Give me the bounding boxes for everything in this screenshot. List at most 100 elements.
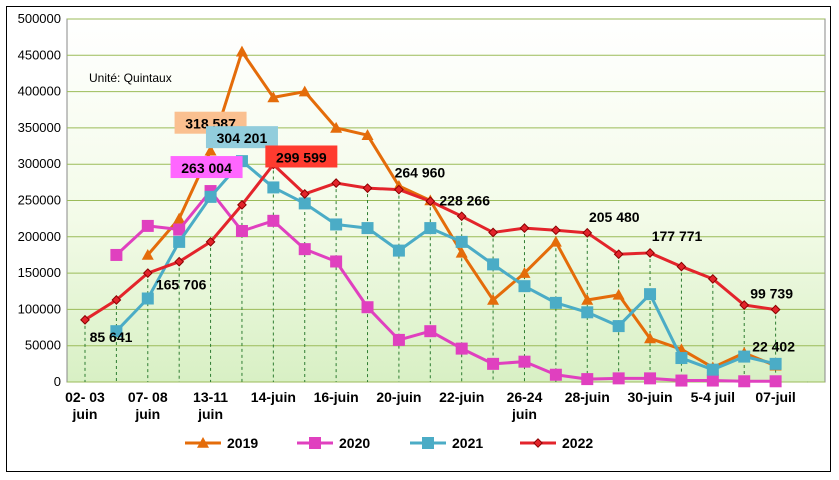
data-point-2021: [392, 244, 405, 257]
legend-item-2019: 2019: [185, 435, 258, 451]
data-label: 177 771: [652, 228, 703, 244]
data-label-text: 85 641: [90, 329, 133, 345]
data-point-2020: [110, 248, 123, 261]
y-axis: 0 50000 100000 150000 200000 250000 300000 3500…: [18, 11, 61, 389]
data-point-2021: [612, 320, 625, 333]
x-tick-label: 07-juil: [755, 389, 795, 405]
y-tick-label: 150000: [18, 265, 61, 280]
data-point-2019: [518, 267, 531, 278]
data-point-2020: [769, 375, 782, 388]
y-tick-label: 350000: [18, 120, 61, 135]
data-point-2021: [455, 235, 468, 248]
legend-marker: [533, 438, 543, 448]
data-point-2022: [425, 196, 436, 207]
y-tick-label: 200000: [18, 229, 61, 244]
data-point-2021: [141, 292, 154, 305]
chart-frame: 0 50000 100000 150000 200000 250000 300000 3500…: [6, 6, 831, 472]
data-point-2022: [80, 314, 90, 325]
x-tick-label: 13-11 juin: [193, 389, 228, 422]
data-point-2022: [676, 261, 687, 272]
data-point-2020: [644, 372, 657, 385]
data-point-2021: [173, 235, 186, 248]
legend-label: 2019: [227, 435, 258, 451]
data-point-2019: [549, 235, 562, 247]
legend-label: 2021: [452, 435, 483, 451]
data-label: 205 480: [589, 209, 640, 225]
data-point-2020: [424, 325, 437, 338]
data-label-box: [170, 156, 243, 179]
data-point-2019: [298, 85, 311, 97]
y-tick-label: 450000: [18, 47, 61, 62]
data-point-2022: [205, 236, 216, 247]
data-point-2020: [298, 243, 311, 256]
data-point-2021: [706, 363, 719, 376]
data-label-text: 299 599: [276, 149, 327, 165]
x-tick-label: 14-juin: [251, 389, 296, 405]
legend-marker: [422, 437, 434, 449]
data-point-2019: [612, 288, 625, 300]
data-point-2022: [111, 295, 122, 305]
series-group: [80, 45, 782, 388]
data-point-2021: [581, 306, 594, 319]
data-point-2020: [455, 342, 468, 355]
data-point-2022: [142, 268, 153, 279]
data-point-2020: [392, 333, 405, 346]
data-point-2021: [204, 190, 217, 203]
data-point-2021: [549, 296, 562, 309]
data-point-2020: [518, 355, 531, 368]
data-label-text: 22 402: [752, 339, 795, 355]
data-label-text: 165 706: [156, 277, 207, 293]
data-label-text: 304 201: [217, 130, 268, 146]
data-label-box: [205, 126, 278, 149]
data-point-2022: [645, 248, 655, 258]
data-label: 165 706: [156, 277, 207, 293]
data-point-2020: [706, 374, 719, 387]
y-tick-label: 50000: [25, 338, 61, 353]
data-label-text: 205 480: [589, 209, 640, 225]
y-tick-label: 300000: [18, 156, 61, 171]
legend-item-2022: 2022: [520, 435, 593, 451]
data-point-2021: [330, 218, 343, 231]
x-tick-label: 22-juin: [439, 389, 484, 405]
data-point-2022: [237, 199, 247, 210]
data-point-2022: [488, 227, 498, 238]
series-line-2021: [115, 159, 776, 372]
data-point-2022: [739, 300, 750, 310]
data-point-2021: [738, 350, 751, 363]
data-point-2019: [455, 246, 468, 258]
data-point-2019: [330, 121, 343, 133]
legend-marker: [309, 437, 321, 449]
legend-label: 2020: [339, 435, 370, 451]
data-label: 264 960: [395, 165, 446, 181]
data-point-2021: [518, 280, 531, 293]
y-tick-label: 400000: [18, 84, 61, 99]
data-point-2021: [769, 357, 782, 370]
data-point-2021: [110, 325, 123, 338]
data-label-text: 228 266: [439, 192, 490, 208]
data-point-2022: [362, 183, 373, 194]
data-point-2022: [613, 249, 624, 260]
x-tick-label: 20-juin: [376, 389, 421, 405]
data-point-2020: [612, 372, 625, 385]
data-point-2020: [141, 219, 154, 232]
data-point-2022: [770, 304, 781, 315]
data-point-2019: [235, 45, 248, 57]
data-point-2020: [738, 375, 751, 388]
y-tick-label: 100000: [18, 301, 61, 316]
x-tick-label: 5-4 juil: [691, 389, 735, 405]
data-point-2019: [487, 293, 500, 305]
data-point-2020: [267, 214, 280, 227]
x-tick-label: 28-juin: [565, 389, 610, 405]
unit-note: Unité: Quintaux: [89, 71, 172, 85]
legend-item-2021: 2021: [410, 435, 483, 451]
data-point-2019: [267, 91, 280, 103]
data-point-2019: [204, 144, 217, 156]
data-label: 263 004: [170, 156, 243, 179]
legend-item-2020: 2020: [297, 435, 370, 451]
line-chart: 0 50000 100000 150000 200000 250000 300000 3500…: [18, 11, 826, 451]
x-tick-label: 26-24 juin: [507, 389, 543, 422]
x-tick-label: 16-juin: [314, 389, 359, 405]
data-point-2021: [424, 222, 437, 235]
data-label: 99 739: [750, 286, 793, 302]
data-point-2022: [550, 225, 561, 236]
